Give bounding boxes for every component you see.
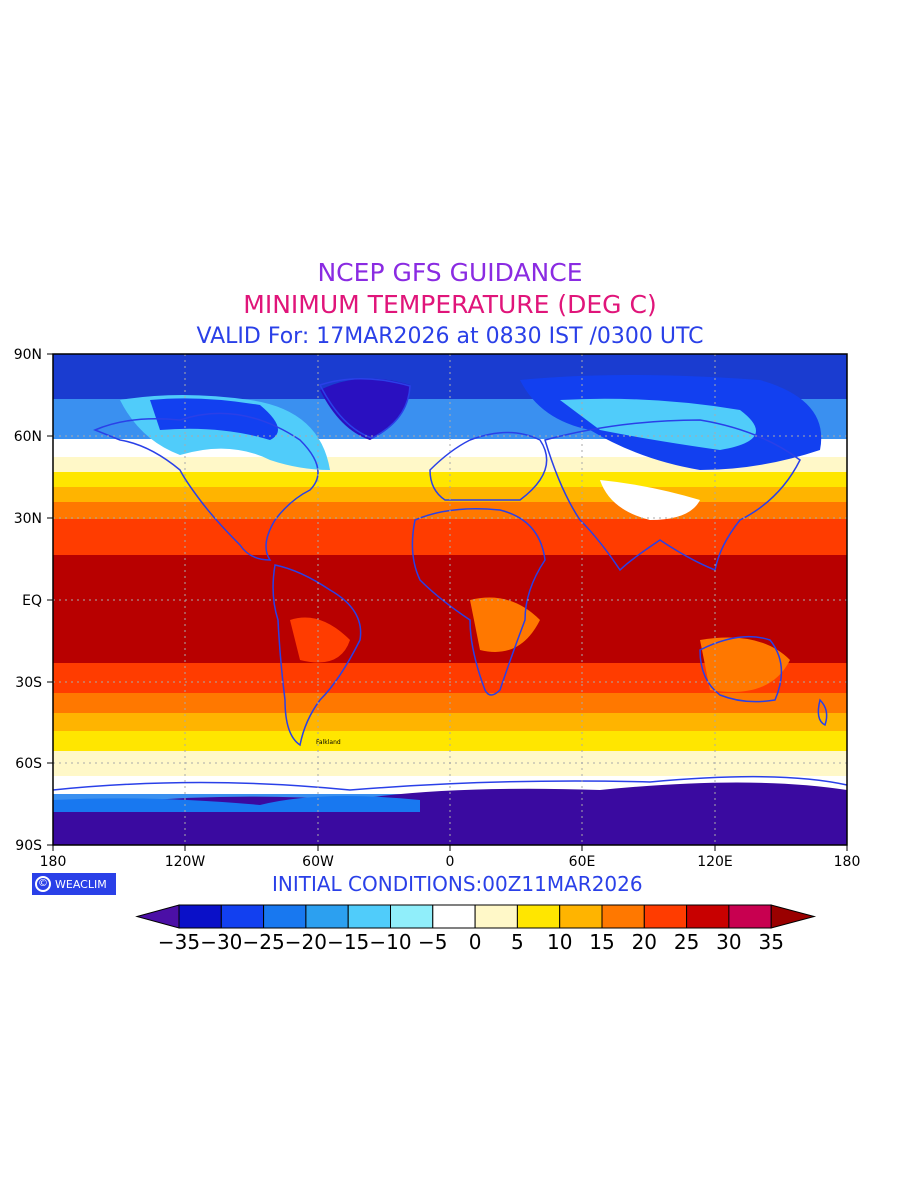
lat-label-eq: EQ: [22, 593, 42, 609]
colorbar-label: −25: [242, 930, 284, 954]
temperature-map: Falkland 90N 60N 30N EQ 30S 60S 90S 180 …: [14, 347, 861, 870]
colorbar-box: [559, 904, 603, 929]
colorbar-box: [686, 904, 730, 929]
colorbar-box: [643, 904, 688, 929]
lon-label-120w: 120W: [165, 854, 206, 870]
colorbar-box: [305, 904, 349, 929]
colorbar-box: [347, 904, 392, 929]
colorbar-label: 15: [589, 930, 614, 954]
colorbar-box: [474, 904, 518, 929]
coastlines: [52, 378, 848, 791]
logo-text: WEACLIM: [55, 877, 107, 891]
colorbar-label: 25: [674, 930, 699, 954]
lon-label-60e: 60E: [569, 854, 596, 870]
graticule: [53, 354, 847, 845]
colorbar-box: [432, 904, 476, 929]
place-label-falkland: Falkland: [316, 739, 341, 746]
colorbar-box: [220, 904, 265, 929]
colorbar-box: [728, 904, 772, 929]
title-line-1: NCEP GFS GUIDANCE: [317, 258, 583, 287]
colorbar-high-arrow: [770, 904, 817, 929]
colorbar-box: [601, 904, 645, 929]
lat-label-30n: 30N: [14, 511, 42, 527]
colorbar-label: 30: [716, 930, 741, 954]
colorbar-label: −35: [158, 930, 200, 954]
colorbar-label: 10: [547, 930, 572, 954]
colorbar-label: −20: [285, 930, 327, 954]
colorbar-box: [178, 904, 222, 929]
title-line-2: MINIMUM TEMPERATURE (DEG C): [243, 290, 657, 319]
lat-label-30s: 30S: [15, 675, 42, 691]
colorbar-low-arrow: [135, 904, 180, 929]
initial-conditions-label: INITIAL CONDITIONS:00Z11MAR2026: [272, 872, 643, 896]
lat-label-90n: 90N: [14, 347, 42, 363]
lon-label-180e: 180: [834, 854, 861, 870]
lat-label-90s: 90S: [15, 838, 42, 854]
copyright-icon: ©: [35, 876, 51, 892]
lon-label-180w: 180: [40, 854, 67, 870]
lat-label-60s: 60S: [15, 756, 42, 772]
colorbar-label: 20: [632, 930, 657, 954]
lon-label-60w: 60W: [302, 854, 334, 870]
colorbar-label: 0: [469, 930, 482, 954]
lat-label-60n: 60N: [14, 429, 42, 445]
colorbar-box: [390, 904, 434, 929]
lon-label-120e: 120E: [697, 854, 733, 870]
colorbar-label: 35: [758, 930, 783, 954]
axis-ticks: [47, 353, 848, 851]
title-line-3: VALID For: 17MAR2026 at 0830 IST /0300 U…: [196, 324, 704, 349]
colorbar-label: −30: [200, 930, 242, 954]
colorbar-label: −5: [418, 930, 447, 954]
colorbar-box: [263, 904, 307, 929]
colorbar-label: −15: [327, 930, 369, 954]
colorbar-label: −10: [369, 930, 411, 954]
colorbar-box: [516, 904, 561, 929]
colorbar-label: 5: [511, 930, 524, 954]
weaclim-logo: © WEACLIM: [32, 873, 116, 895]
lon-label-0: 0: [446, 854, 455, 870]
